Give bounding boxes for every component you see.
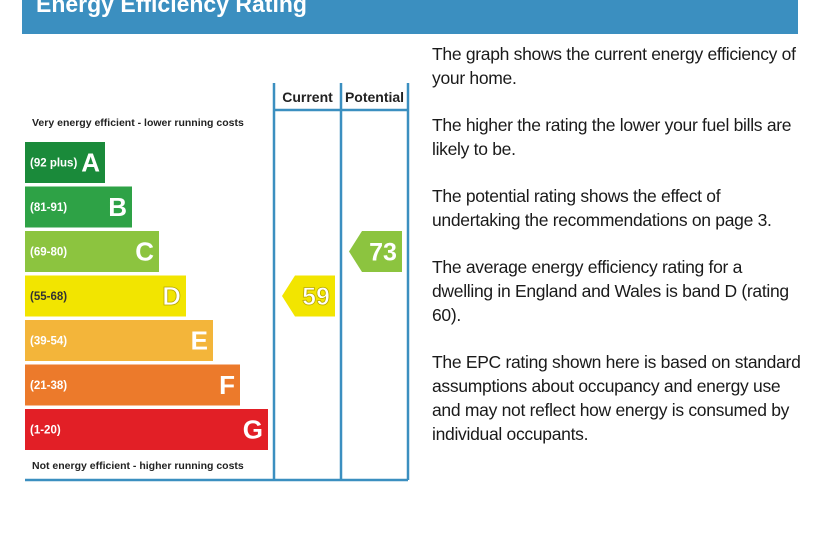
band-letter-e: E [191,326,208,356]
band-bar-a [25,142,105,183]
rating-arrow-potential [349,231,402,272]
column-header-current: Current [282,89,333,105]
band-bar-d [25,275,186,317]
bottom-note: Not energy efficient - higher running co… [32,460,244,472]
band-letter-f: F [219,370,235,400]
band-bar-c [25,231,159,272]
band-letter-b: B [108,192,127,222]
rating-value-potential: 73 [369,239,397,267]
description-paragraph: The graph shows the current energy effic… [432,44,796,88]
epc-chart-container: Very energy efficient - lower running co… [0,0,420,500]
rating-value-current: 59 [302,283,330,311]
band-bar-e [25,320,213,361]
band-range-a: (92 plus) [30,158,77,170]
band-letter-a: A [81,148,100,178]
band-bar-b [25,186,132,228]
description-paragraph: The higher the rating the lower your fue… [432,115,792,159]
band-letter-c: C [135,237,154,267]
page-title: Energy Efficiency Rating [36,0,307,17]
band-range-c: (69-80) [30,247,67,259]
band-bar-g [25,409,268,450]
rating-arrow-current [282,275,335,317]
top-note: Very energy efficient - lower running co… [32,117,244,129]
epc-chart: Very energy efficient - lower running co… [25,83,410,482]
description-paragraph: The potential rating shows the effect of… [432,186,772,230]
band-range-d: (55-68) [30,291,67,303]
band-range-g: (1-20) [30,425,61,437]
band-bar-f [25,364,240,406]
header-bar: Energy Efficiency Rating [22,0,798,34]
description-paragraph: The EPC rating shown here is based on st… [432,352,801,444]
description: The graph shows the current energy effic… [432,42,802,469]
band-range-e: (39-54) [30,336,67,348]
band-letter-g: G [243,415,263,445]
column-header-potential: Potential [345,89,404,105]
band-range-f: (21-38) [30,380,67,392]
band-letter-d: D [162,281,181,311]
description-paragraph: The average energy efficiency rating for… [432,257,789,325]
band-range-b: (81-91) [30,202,67,214]
